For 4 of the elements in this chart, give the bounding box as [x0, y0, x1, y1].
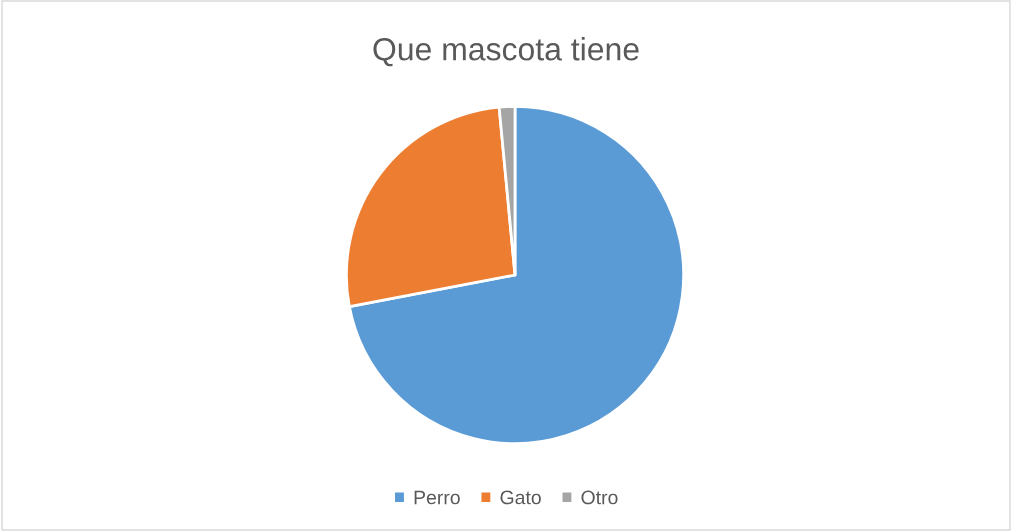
legend-label: Otro [581, 490, 618, 505]
legend-label: Perro [414, 490, 460, 505]
legend-label: Gato [500, 490, 541, 505]
chart-title: Que mascota tiene [373, 37, 639, 67]
